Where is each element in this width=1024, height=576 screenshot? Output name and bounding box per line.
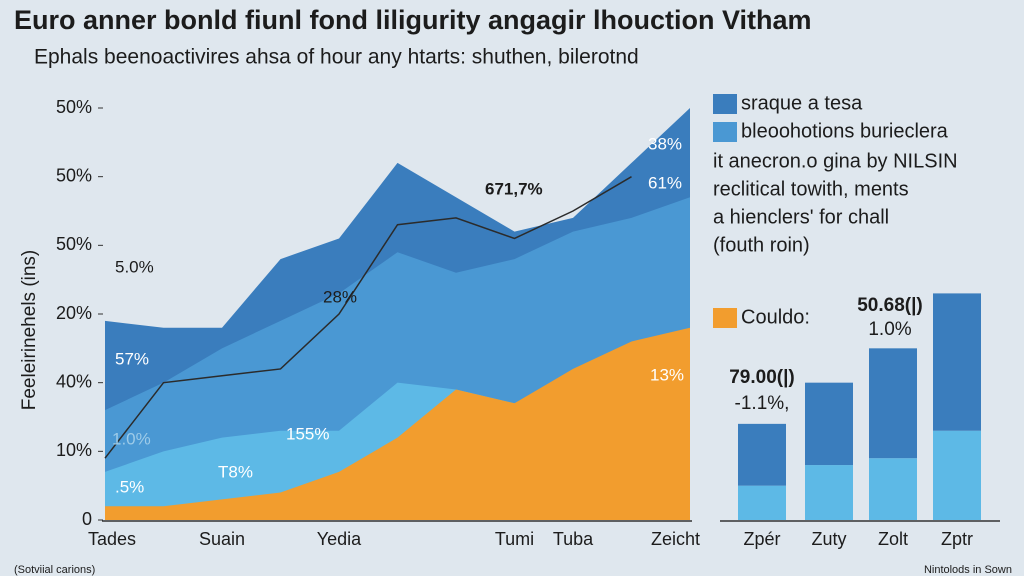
x-tick-label: Tuba [553, 529, 594, 549]
y-tick-label: 20% [56, 303, 92, 323]
annotation: -1.1%, [735, 393, 790, 414]
annotation: 155% [286, 424, 329, 443]
note: (fouth roin) [713, 234, 810, 256]
y-tick-label: 0 [82, 509, 92, 529]
x-tick-label: Zeicht [651, 529, 700, 549]
legend-label: sraque a tesa [741, 92, 863, 114]
bar-segment [805, 382, 853, 466]
annotation: 61% [648, 173, 682, 192]
x-tick-label: Zpér [743, 529, 780, 549]
annotation: 38% [648, 134, 682, 153]
y-tick-label: 50% [56, 97, 92, 117]
area [105, 327, 690, 520]
note: it anecron.o gina by NILSIN [713, 150, 958, 172]
annotation: 5.0% [115, 257, 154, 276]
footer: Nintolods in Sown [924, 564, 1012, 576]
subtitle: Ephals beenoactivires ahsa of hour any h… [34, 46, 639, 69]
y-tick-label: 40% [56, 371, 92, 391]
x-tick-label: Zolt [878, 529, 908, 549]
bar-segment [933, 293, 981, 431]
bar-segment [933, 430, 981, 520]
note: reclitical towith, ments [713, 178, 909, 200]
bar-segment [869, 348, 917, 459]
annotation: 1.0% [112, 429, 151, 448]
line [104, 176, 632, 459]
annotation: 671,7% [485, 179, 543, 198]
legend-swatch [713, 122, 737, 142]
bar-segment [738, 485, 786, 520]
y-tick-label: 10% [56, 440, 92, 460]
legend-swatch [713, 308, 737, 328]
y-tick-label: 50% [56, 165, 92, 185]
annotation: 57% [115, 349, 149, 368]
y-tick-label: 50% [56, 234, 92, 254]
y-axis-label: Feeleirinehels (ins) [19, 250, 40, 411]
x-tick-label: Suain [199, 529, 245, 549]
bar-segment [869, 458, 917, 520]
annotation: .5% [115, 477, 144, 496]
x-tick-label: Tumi [495, 529, 534, 549]
legend-swatch [713, 94, 737, 114]
x-tick-label: Tades [88, 529, 136, 549]
annotation: 79.00(|) [729, 367, 795, 388]
x-tick-label: Yedia [317, 529, 362, 549]
legend-label: Couldo: [741, 306, 810, 328]
bar-segment [738, 423, 786, 486]
x-tick-label: Zptr [941, 529, 973, 549]
annotation: 13% [650, 365, 684, 384]
legend-label: bleoohotions burieclera [741, 120, 949, 142]
annotation: T8% [218, 462, 253, 481]
footer: (Sotviial carions) [14, 564, 95, 576]
x-tick-label: Zuty [811, 529, 846, 549]
annotation: 50.68(|) [857, 295, 923, 316]
note: a hienclers' for chall [713, 206, 889, 228]
annotation: 1.0% [868, 319, 911, 340]
title: Euro anner bonld fiunl fond liligurity a… [14, 5, 812, 35]
annotation: 28% [323, 287, 357, 306]
bar-segment [805, 465, 853, 520]
